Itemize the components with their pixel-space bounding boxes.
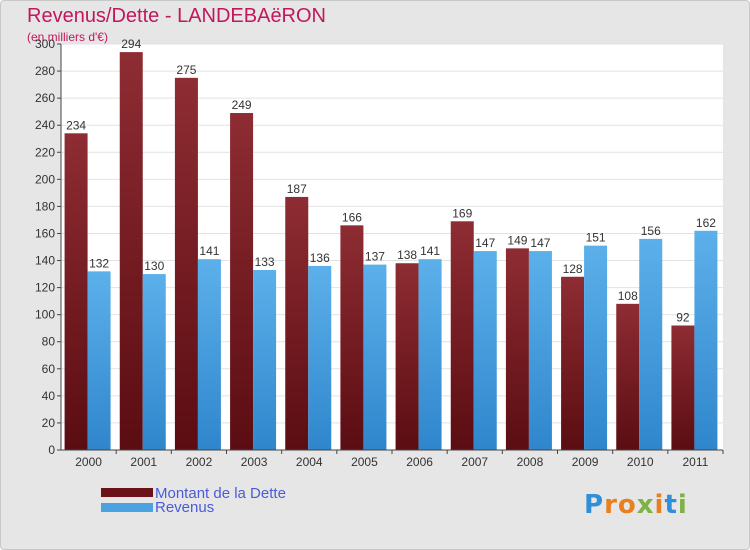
bar-dette-2007 <box>450 221 474 450</box>
logo-letter: P <box>584 490 605 520</box>
plot-area <box>61 44 723 450</box>
gridlines <box>57 43 723 451</box>
bar-revenus-2007 <box>473 251 497 450</box>
bar-dette-2006 <box>395 263 419 450</box>
bar-dette-2000 <box>64 133 88 450</box>
y-tick-label: 220 <box>35 145 55 159</box>
y-tick-label: 0 <box>48 443 55 457</box>
x-tick-label: 2002 <box>186 455 213 469</box>
value-label: 147 <box>530 236 550 250</box>
value-label: 149 <box>507 233 527 247</box>
y-tick-label: 200 <box>35 172 55 186</box>
x-tick-label: 2005 <box>351 455 378 469</box>
value-label: 128 <box>563 262 583 276</box>
value-label: 108 <box>618 289 638 303</box>
y-tick-label: 280 <box>35 64 55 78</box>
x-tick-label: 2007 <box>461 455 488 469</box>
chart-subtitle: (en milliers d'€) <box>27 30 108 44</box>
legend-swatch-revenus <box>101 503 153 512</box>
y-tick-label: 140 <box>35 254 55 268</box>
value-label: 166 <box>342 210 362 224</box>
bar-revenus-2004 <box>308 265 332 450</box>
bar-revenus-2009 <box>584 245 608 450</box>
value-label: 92 <box>676 310 690 324</box>
value-label: 132 <box>89 256 109 270</box>
legend-swatch-debt <box>101 488 153 497</box>
value-label: 147 <box>475 236 495 250</box>
x-tick-label: 2011 <box>683 455 709 469</box>
y-tick-label: 80 <box>42 335 56 349</box>
bar-revenus-2000 <box>87 271 111 450</box>
chart-title: Revenus/Dette - LANDEBAëRON <box>27 5 327 27</box>
bar-revenus-2001 <box>142 274 166 450</box>
x-tick-label: 2004 <box>296 455 323 469</box>
logo-letter: i <box>677 490 688 520</box>
x-tick-label: 2006 <box>406 455 433 469</box>
logo-letter: x <box>636 490 655 520</box>
y-axis-tick-labels: 0 20 40 60 80 100 120 140 160 180 200 220 240 260 280 3… <box>35 37 55 457</box>
bars <box>64 52 718 451</box>
legend-label-revenus: Revenus <box>155 499 215 516</box>
value-label: 138 <box>397 248 417 262</box>
y-tick-label: 100 <box>35 308 55 322</box>
x-tick-label: 2008 <box>517 455 544 469</box>
value-label: 162 <box>696 216 716 230</box>
value-label: 151 <box>586 231 606 245</box>
x-tick-label: 2001 <box>130 455 157 469</box>
value-label: 234 <box>66 118 86 132</box>
bar-dette-2003 <box>230 113 254 451</box>
value-label: 137 <box>365 250 385 264</box>
bar-dette-2002 <box>174 77 198 450</box>
value-label: 275 <box>176 63 196 77</box>
value-label: 141 <box>420 244 440 258</box>
bar-revenus-2010 <box>639 238 663 450</box>
logo-letter: i <box>654 490 665 520</box>
bar-revenus-2011 <box>694 230 718 450</box>
proxiti-logo: Proxiti <box>584 490 688 520</box>
value-label: 133 <box>255 255 275 269</box>
legend-label-debt: Montant de la Dette <box>155 485 286 502</box>
value-label: 187 <box>287 182 307 196</box>
value-label: 141 <box>199 244 219 258</box>
y-tick-label: 260 <box>35 91 55 105</box>
x-tick-label: 2000 <box>75 455 102 469</box>
bar-revenus-2003 <box>253 270 277 450</box>
bar-revenus-2008 <box>528 251 552 450</box>
bar-revenus-2006 <box>418 259 442 450</box>
value-label: 130 <box>144 259 164 273</box>
bar-dette-2010 <box>616 303 640 450</box>
x-tick-label: 2010 <box>627 455 654 469</box>
bar-dette-2011 <box>671 325 695 450</box>
y-tick-label: 40 <box>42 389 56 403</box>
y-tick-label: 300 <box>35 37 55 51</box>
bar-dette-2005 <box>340 225 364 450</box>
logo-letter: t <box>664 490 678 520</box>
bar-dette-2004 <box>285 196 309 450</box>
x-axis-tick-labels: 2000 2001 2002 2003 2004 2005 2006 2007 2008 2009… <box>75 450 724 469</box>
y-tick-label: 120 <box>35 281 55 295</box>
value-label: 136 <box>310 251 330 265</box>
bar-revenus-2005 <box>363 264 387 450</box>
y-tick-label: 60 <box>42 362 56 376</box>
value-label: 249 <box>232 98 252 112</box>
bar-dette-2008 <box>505 248 529 450</box>
logo-letter: o <box>617 490 637 520</box>
value-label: 156 <box>641 224 661 238</box>
value-label: 294 <box>121 37 141 51</box>
value-label: 169 <box>452 206 472 220</box>
x-tick-label: 2003 <box>241 455 268 469</box>
bar-revenus-2002 <box>197 259 221 450</box>
y-tick-label: 160 <box>35 226 55 240</box>
bar-dette-2001 <box>119 52 143 451</box>
x-tick-label: 2009 <box>572 455 599 469</box>
y-tick-label: 240 <box>35 118 55 132</box>
logo-letter: r <box>604 490 618 520</box>
bar-dette-2009 <box>561 276 585 450</box>
y-tick-label: 180 <box>35 199 55 213</box>
y-tick-label: 20 <box>42 416 56 430</box>
